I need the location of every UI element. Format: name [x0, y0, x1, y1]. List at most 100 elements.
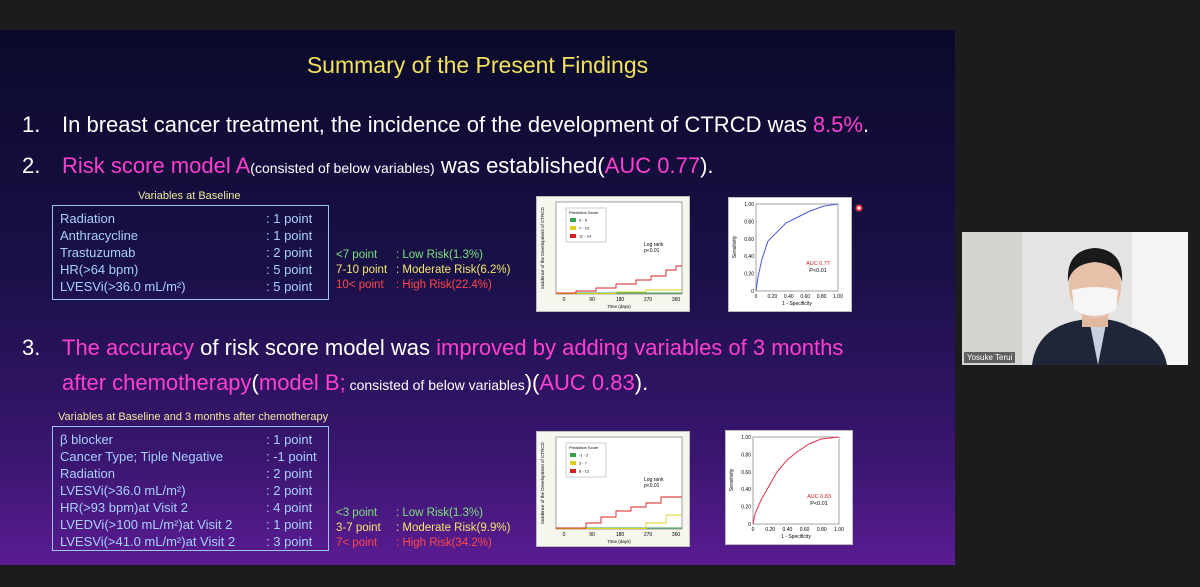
y-tick-label: 0.20	[741, 505, 751, 511]
variable-points: : 5 point	[266, 279, 313, 294]
variable-points: : 1 point	[266, 211, 313, 226]
y-tick-label: 0	[748, 522, 751, 528]
legend-swatch	[570, 469, 576, 473]
legend-title: Prediction Score	[569, 445, 599, 450]
x-tick-label: 360	[672, 532, 681, 538]
text: (	[251, 370, 259, 395]
variable-name: Radiation	[60, 466, 115, 481]
y-axis-label: Incidence of the Development of CTRCD	[540, 441, 545, 523]
y-axis-label: Sensitivity	[729, 468, 735, 491]
x-tick-label: 0.20	[765, 527, 775, 533]
x-tick-label: 0.80	[817, 527, 827, 533]
finding-text: Risk score model A(consisted of below va…	[62, 153, 714, 179]
roc-chart: 0 0.20 0.40 0.60 0.80 1.00 0 0.20 0.40 0.60 0.80 1.…	[728, 197, 852, 312]
variable-name: Radiation	[60, 211, 115, 226]
y-tick-label: 0.80	[741, 452, 751, 458]
risk-group: <7 point	[336, 249, 378, 261]
finding-number: 2.	[22, 153, 41, 178]
variable-points: : 1 point	[266, 432, 313, 447]
caption: Variables at Baseline and 3 months after…	[58, 411, 329, 423]
text: ).	[634, 370, 649, 395]
text: .	[862, 112, 870, 137]
outer-frame	[728, 197, 852, 312]
variable-name: LVESVi(>36.0 mL/m²)	[60, 483, 186, 498]
risk-group: <3 point	[336, 507, 378, 519]
x-tick-label: 1.00	[834, 527, 844, 533]
legend-label: 8 - 12	[579, 469, 590, 474]
legend-label: -1 - 2	[579, 453, 589, 458]
x-tick-label: 1.00	[833, 294, 843, 300]
chart-note: Log rank	[644, 477, 664, 483]
y-tick-label: 0.60	[741, 470, 751, 476]
risk-label: : High Risk(22.4%)	[396, 279, 492, 291]
variable-name: Anthracycline	[60, 228, 139, 243]
y-tick-label: 0.40	[744, 254, 754, 260]
y-tick-label: 1.00	[744, 202, 754, 208]
x-tick-label: 90	[589, 532, 595, 538]
highlight: improved by adding variables of 3 months	[436, 335, 844, 360]
risk-group: 10< point	[336, 279, 384, 291]
outer-frame	[725, 430, 853, 545]
chart-note: p<0.01	[644, 248, 660, 254]
highlight: after chemotherapy	[62, 370, 252, 395]
pointer-icon	[855, 204, 863, 212]
x-tick-label: 0.80	[817, 294, 827, 300]
x-tick-label: 0	[752, 527, 755, 533]
roc-chart: 0 0.20 0.40 0.60 0.80 1.00 0 0.20 0.40 0.60 0.80 1.…	[725, 430, 853, 545]
x-axis-label: 1 - Specificity	[781, 534, 811, 540]
plot-area	[752, 436, 840, 525]
variable-name: LVEDVi(>100 mL/m²)at Visit 2	[60, 517, 233, 532]
auc-label: AUC 0.77	[806, 261, 830, 267]
risk-group: 7< point	[336, 537, 378, 549]
variable-name: HR(>64 bpm)	[60, 262, 139, 277]
variable-name: HR(>93 bpm)at Visit 2	[60, 500, 189, 515]
highlight: Risk score model A	[62, 153, 251, 178]
video-tile: Yosuke Terui	[962, 232, 1188, 365]
legend-label: 3 - 7	[579, 461, 588, 466]
risk-label: : Low Risk(1.3%)	[396, 249, 483, 261]
variable-points: : -1 point	[266, 449, 317, 464]
legend-title: Prediction Score	[569, 210, 599, 215]
participant-name: Yosuke Terui	[964, 352, 1016, 363]
roc-curve	[755, 203, 839, 292]
x-tick-label: 0.20	[768, 294, 778, 300]
curve	[556, 514, 682, 529]
highlight: AUC 0.83	[539, 370, 635, 395]
risk-label: : Moderate Risk(6.2%)	[396, 264, 511, 276]
slide: Summary of the Present Findings 1. In br…	[0, 30, 955, 565]
variable-name: LVESVi(>36.0 mL/m²)	[60, 279, 186, 294]
variable-box	[52, 426, 329, 551]
km-chart: Incidence of the Development of CTRCD 0 90…	[536, 196, 690, 312]
y-tick-label: 0.40	[741, 487, 751, 493]
variable-points: : 5 point	[266, 262, 313, 277]
text: )(	[524, 370, 540, 395]
text: ).	[700, 153, 714, 178]
risk-group: 7-10 point	[336, 264, 388, 276]
x-tick-label: 0.40	[783, 527, 793, 533]
finding-number: 3.	[22, 335, 41, 360]
y-tick-label: 0.60	[744, 237, 754, 243]
highlight: The accuracy	[62, 335, 195, 360]
finding-text: In breast cancer treatment, the incidenc…	[62, 112, 869, 138]
auc-label: AUC 0.83	[807, 494, 831, 500]
finding-number: 1.	[22, 112, 41, 137]
km-chart: Incidence of the Development of CTRCD 0 90…	[536, 431, 690, 547]
variable-points: : 1 point	[266, 517, 313, 532]
variable-name: β blocker	[60, 432, 113, 447]
slide-title: Summary of the Present Findings	[306, 52, 649, 78]
x-tick-label: 0	[563, 297, 566, 303]
variable-name: Cancer Type; Tiple Negative	[60, 449, 224, 464]
legend-swatch	[570, 218, 576, 222]
legend-label: 11 - 14	[579, 234, 592, 239]
p-label: P<0.01	[809, 268, 827, 274]
text: was established(	[434, 153, 605, 178]
p-label: P<0.01	[810, 501, 828, 507]
y-tick-label: 0	[751, 289, 754, 295]
x-tick-label: 0	[563, 532, 566, 538]
x-tick-label: 0	[755, 294, 758, 300]
x-tick-label: 270	[644, 297, 653, 303]
variable-points: : 3 point	[266, 534, 313, 549]
highlight: model B;	[258, 370, 346, 395]
legend-swatch	[570, 226, 576, 230]
